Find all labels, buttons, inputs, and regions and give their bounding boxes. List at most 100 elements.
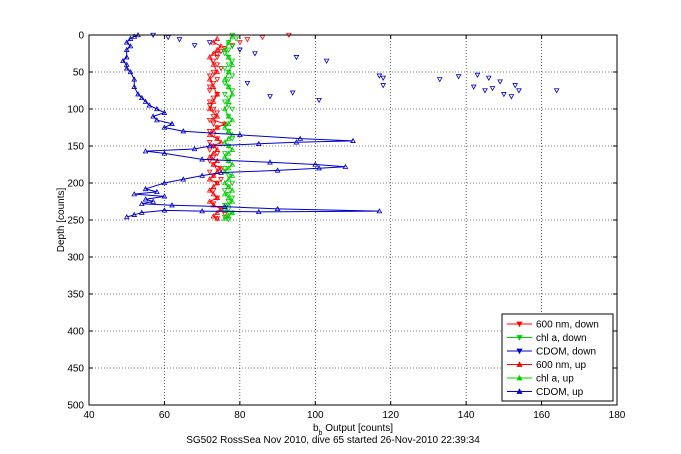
- y-axis-label: Depth [counts]: [56, 188, 67, 253]
- data-point: [210, 39, 217, 45]
- ticks: 40 60 80 100 120 140 160 180 0 50 100 150 200 250 300 3…: [67, 31, 625, 422]
- data-point: [214, 110, 221, 116]
- data-point: [225, 39, 232, 45]
- series-2: [150, 32, 560, 104]
- data-point: [206, 131, 213, 138]
- data-point: [221, 168, 228, 175]
- data-point: [218, 177, 224, 183]
- legend-swatch-marker: [516, 335, 523, 341]
- data-point: [210, 80, 217, 87]
- data-point: [225, 194, 232, 200]
- data-point: [214, 68, 221, 75]
- data-point: [154, 117, 160, 123]
- data-point: [218, 169, 224, 175]
- data-point: [210, 69, 217, 76]
- data-point: [210, 58, 217, 64]
- data-point: [218, 43, 224, 49]
- data-point: [214, 179, 221, 186]
- data-point: [180, 176, 187, 182]
- data-point: [206, 76, 213, 82]
- data-point: [221, 99, 228, 105]
- legend-entry: chl a, up: [536, 374, 574, 385]
- data-point: [138, 200, 145, 206]
- data-point: [225, 183, 232, 189]
- data-point: [131, 76, 138, 82]
- data-point: [229, 172, 236, 178]
- data-point: [142, 148, 149, 154]
- data-point: [169, 202, 175, 208]
- data-point: [225, 95, 232, 101]
- y-tick-label: 500: [67, 401, 84, 412]
- data-point: [199, 208, 206, 214]
- x-tick-label: 80: [234, 410, 246, 421]
- data-point: [350, 137, 356, 143]
- data-point: [161, 124, 168, 130]
- data-point: [214, 124, 221, 130]
- data-point: [214, 209, 221, 215]
- data-point: [142, 98, 149, 104]
- data-point: [225, 213, 232, 219]
- data-point: [267, 159, 273, 165]
- data-point: [210, 161, 217, 167]
- data-point: [131, 33, 138, 39]
- y-tick-label: 50: [73, 68, 85, 79]
- legend-box: [501, 313, 614, 402]
- y-tick-label: 400: [67, 327, 84, 338]
- legend-entry: chl a, down: [536, 333, 587, 344]
- data-point: [508, 94, 515, 100]
- data-point: [225, 77, 232, 83]
- data-point: [225, 47, 232, 53]
- data-point: [274, 205, 281, 212]
- data-point: [138, 209, 145, 215]
- y-tick-label: 250: [67, 216, 84, 227]
- legend-entry: 600 nm, down: [536, 320, 599, 331]
- data-point: [252, 51, 258, 57]
- data-point: [206, 129, 213, 135]
- data-point: [210, 61, 217, 67]
- data-point: [497, 79, 503, 85]
- y-tick-label: 450: [67, 364, 84, 375]
- legend-entry: CDOM, up: [536, 387, 584, 398]
- series-5: [120, 31, 383, 220]
- data-point: [210, 95, 217, 101]
- data-point: [218, 66, 224, 72]
- data-point: [489, 86, 496, 92]
- data-point: [376, 208, 383, 214]
- data-point: [293, 139, 300, 145]
- data-point: [474, 72, 481, 78]
- x-tick-label: 140: [458, 410, 475, 421]
- data-point: [512, 83, 519, 89]
- data-point: [154, 105, 160, 112]
- data-point: [229, 43, 236, 50]
- data-point: [229, 180, 236, 187]
- legend-entry: CDOM, down: [536, 347, 596, 358]
- data-point: [214, 77, 221, 83]
- data-point: [214, 194, 221, 200]
- legend-swatch-marker: [516, 374, 523, 381]
- data-point: [146, 102, 153, 108]
- data-point: [229, 88, 236, 94]
- data-point: [316, 97, 322, 104]
- data-point: [470, 84, 477, 90]
- data-point: [120, 57, 126, 64]
- data-point: [206, 105, 213, 112]
- data-point: [127, 68, 134, 75]
- data-point: [229, 187, 236, 193]
- data-point: [482, 88, 488, 94]
- data-point: [150, 113, 156, 119]
- data-point: [380, 75, 387, 81]
- y-tick-label: 0: [78, 31, 84, 42]
- data-point: [455, 74, 462, 80]
- data-point: [206, 103, 213, 109]
- y-tick-label: 200: [67, 179, 84, 190]
- data-point: [225, 54, 232, 60]
- data-point: [142, 185, 149, 192]
- data-point: [191, 145, 198, 152]
- data-point: [206, 99, 213, 105]
- y-tick-label: 300: [67, 253, 84, 264]
- data-point: [229, 117, 236, 123]
- caption: SG502 RossSea Nov 2010, dive 65 started …: [186, 435, 480, 446]
- data-point: [131, 191, 138, 197]
- data-point: [210, 106, 217, 113]
- data-point: [244, 80, 251, 87]
